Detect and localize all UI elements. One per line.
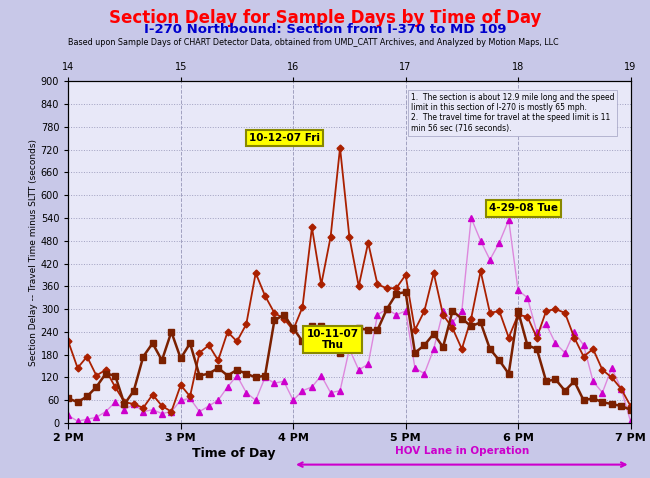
Text: Section Delay for Sample Days by Time of Day: Section Delay for Sample Days by Time of… xyxy=(109,9,541,27)
Text: 10-12-07 Fri: 10-12-07 Fri xyxy=(249,133,320,143)
Text: HOV Lane in Operation: HOV Lane in Operation xyxy=(395,446,529,456)
FancyArrowPatch shape xyxy=(298,462,625,467)
Text: Time of Day: Time of Day xyxy=(192,446,276,460)
Y-axis label: Section Delay -- Travel Time minus SLTT (seconds): Section Delay -- Travel Time minus SLTT … xyxy=(29,139,38,366)
Text: 10-11-07
Thu: 10-11-07 Thu xyxy=(306,329,359,350)
Text: I-270 Northbound: Section from I-370 to MD 109: I-270 Northbound: Section from I-370 to … xyxy=(144,23,506,36)
Text: 1.  The section is about 12.9 mile long and the speed
limit in this section of I: 1. The section is about 12.9 mile long a… xyxy=(411,93,615,133)
Text: 4-29-08 Tue: 4-29-08 Tue xyxy=(489,204,558,214)
Text: Based upon Sample Days of CHART Detector Data, obtained from UMD_CATT Archives, : Based upon Sample Days of CHART Detector… xyxy=(68,38,559,47)
